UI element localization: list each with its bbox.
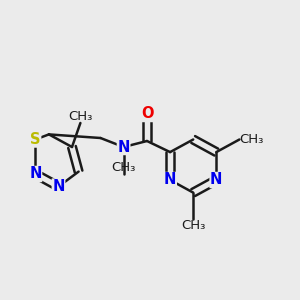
Text: S: S: [30, 132, 41, 147]
Text: CH₃: CH₃: [239, 133, 264, 146]
Text: N: N: [210, 172, 223, 188]
Text: CH₃: CH₃: [181, 219, 206, 232]
Text: N: N: [117, 140, 130, 154]
Text: N: N: [164, 172, 176, 188]
Text: CH₃: CH₃: [111, 161, 136, 174]
Text: CH₃: CH₃: [68, 110, 93, 123]
Text: O: O: [141, 106, 153, 122]
Text: N: N: [52, 179, 65, 194]
Text: N: N: [29, 167, 42, 182]
